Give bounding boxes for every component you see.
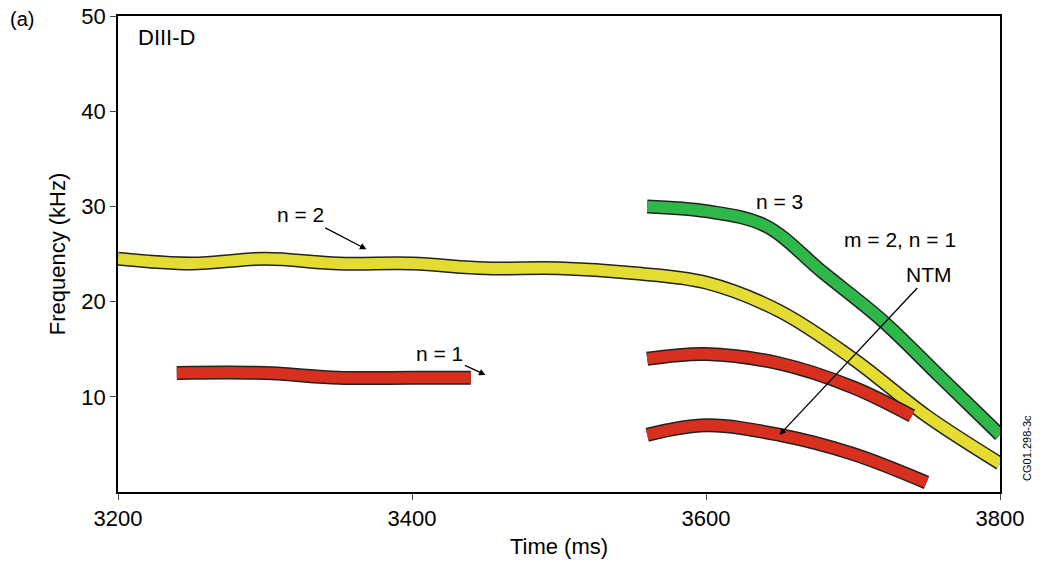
svg-text:CG01.298-3c: CG01.298-3c	[1021, 415, 1033, 481]
svg-text:3400: 3400	[388, 506, 437, 531]
svg-text:(a): (a)	[10, 8, 34, 30]
svg-text:20: 20	[81, 289, 105, 314]
svg-text:n = 1: n = 1	[416, 342, 463, 365]
svg-text:NTM: NTM	[906, 263, 952, 286]
svg-text:Time (ms): Time (ms)	[510, 534, 608, 559]
svg-text:DIII-D: DIII-D	[138, 25, 195, 50]
svg-text:40: 40	[81, 99, 105, 124]
svg-text:3600: 3600	[682, 506, 731, 531]
svg-text:3200: 3200	[94, 506, 143, 531]
svg-text:m = 2, n = 1: m = 2, n = 1	[844, 228, 956, 251]
svg-text:30: 30	[81, 194, 105, 219]
svg-text:10: 10	[81, 385, 105, 410]
svg-text:n = 2: n = 2	[277, 203, 324, 226]
svg-text:n = 3: n = 3	[756, 190, 803, 213]
svg-text:Frequency (kHz): Frequency (kHz)	[45, 173, 70, 336]
svg-text:50: 50	[81, 4, 105, 29]
svg-text:3800: 3800	[976, 506, 1025, 531]
